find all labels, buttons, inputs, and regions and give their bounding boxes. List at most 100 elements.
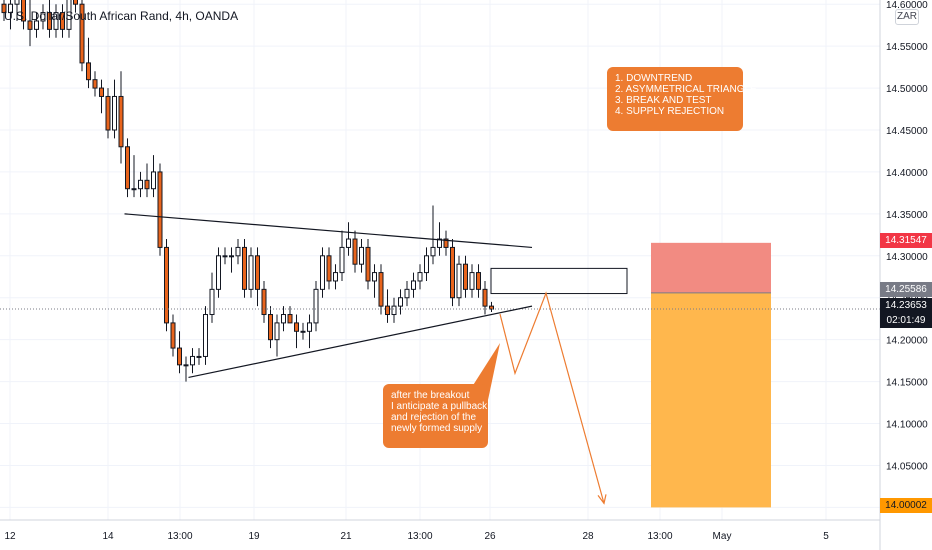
up-candle [469,272,475,290]
up-candle [333,272,338,282]
down-candle [177,347,182,366]
up-candle [131,188,137,191]
down-candle [385,305,390,316]
down-candle [443,238,449,248]
up-candle [391,305,397,316]
down-candle [47,12,52,30]
callout-note[interactable]: after the breakout I anticipate a pullba… [383,384,488,448]
checklist-item: 2. ASYMMETRICAL TRIANGLE [615,84,757,95]
lower-trendline [188,305,533,379]
reward-zone [651,292,771,508]
up-candle [138,179,143,190]
callout-line: newly formed supply [391,423,483,434]
down-candle [92,79,98,89]
down-candle [73,0,78,5]
price-tick-label: 14.10000 [886,420,928,431]
up-candle [66,0,72,30]
down-candle [242,246,247,290]
entry-price-tag: 14.25586 [880,282,932,297]
up-candle [40,12,46,22]
down-candle [27,20,33,30]
down-candle [255,255,260,290]
risk-zone [651,242,771,293]
up-candle [372,272,377,282]
up-candle [196,355,202,358]
price-axis[interactable]: 14.60000 14.55000 14.50000 14.45000 14.40000… [879,0,928,550]
up-candle [346,238,351,248]
up-candle [229,255,234,258]
down-candle [170,322,176,349]
target-price-tag: 14.00002 [880,498,932,513]
down-candle [1,3,7,14]
callout-line: after the breakout [391,390,470,401]
up-candle [313,288,319,324]
checklist-item: 4. SUPPLY REJECTION [615,106,725,117]
up-candle [216,255,221,290]
down-candle [164,246,169,324]
up-candle [209,288,215,316]
time-axis[interactable]: 12 14 13:00 19 21 13:00 26 28 13:00 May 5 [0,519,880,542]
up-candle [307,322,312,332]
up-candle [417,272,423,282]
callout-line: and rejection of the [391,412,477,423]
up-candle [320,255,325,290]
price-tick-label: 14.15000 [886,378,928,389]
down-candle [157,171,163,248]
down-candle [86,62,91,81]
countdown-tag: 02:01:49 [880,313,932,328]
up-candle [437,238,442,248]
down-candle [378,272,384,307]
up-candle [53,12,59,30]
down-candle [365,246,371,282]
callout-line: I anticipate a pullback [391,401,488,412]
down-candle [352,238,358,265]
price-tick-label: 14.35000 [886,210,928,221]
up-candle [203,314,208,357]
down-candle [79,3,85,64]
checklist-note[interactable]: 1. DOWNTREND 2. ASYMMETRICAL TRIANGLE 3.… [607,67,757,131]
down-candle [99,87,104,97]
time-tick-label: 13:00 [647,531,672,542]
price-tick-label: 14.40000 [886,168,928,179]
price-tick-label: 14.30000 [886,252,928,263]
up-candle [8,3,13,14]
down-candle [268,314,273,341]
down-candle [463,263,468,290]
price-tick-label: 14.55000 [886,42,928,53]
down-candle [105,95,111,131]
currency-button[interactable]: ZAR [895,9,919,25]
position-zones [651,242,771,508]
up-candle [411,280,416,290]
time-tick-label: 19 [248,531,260,542]
down-candle [489,305,494,310]
up-candle [248,255,254,290]
time-tick-label: 5 [823,531,829,542]
projection-arrowhead [597,494,607,505]
supply-zone [490,267,628,295]
down-candle [144,179,150,190]
up-candle [281,314,286,324]
time-tick-label: 26 [484,531,496,542]
up-candle [274,322,280,341]
up-candle [456,263,462,299]
down-candle [450,246,455,299]
time-tick-label: 21 [340,531,352,542]
up-candle [339,246,345,274]
up-candle [14,0,20,5]
down-candle [125,146,130,190]
time-tick-label: 13:00 [167,531,192,542]
symbol-title[interactable]: U.S. Dollar/South African Rand, 4h, OAND… [4,9,239,23]
up-candle [151,171,156,190]
stop-price-tag: 14.31547 [880,233,932,248]
up-candle [34,20,39,30]
price-tick-label: 14.05000 [886,461,928,472]
price-tick-label: 14.50000 [886,84,928,95]
upper-trendline [124,213,533,249]
time-tick-label: May [713,531,732,542]
up-candle [235,246,241,257]
down-candle [294,322,299,332]
checklist-item: 1. DOWNTREND [615,73,693,84]
time-tick-label: 13:00 [407,531,432,542]
down-candle [326,255,332,282]
